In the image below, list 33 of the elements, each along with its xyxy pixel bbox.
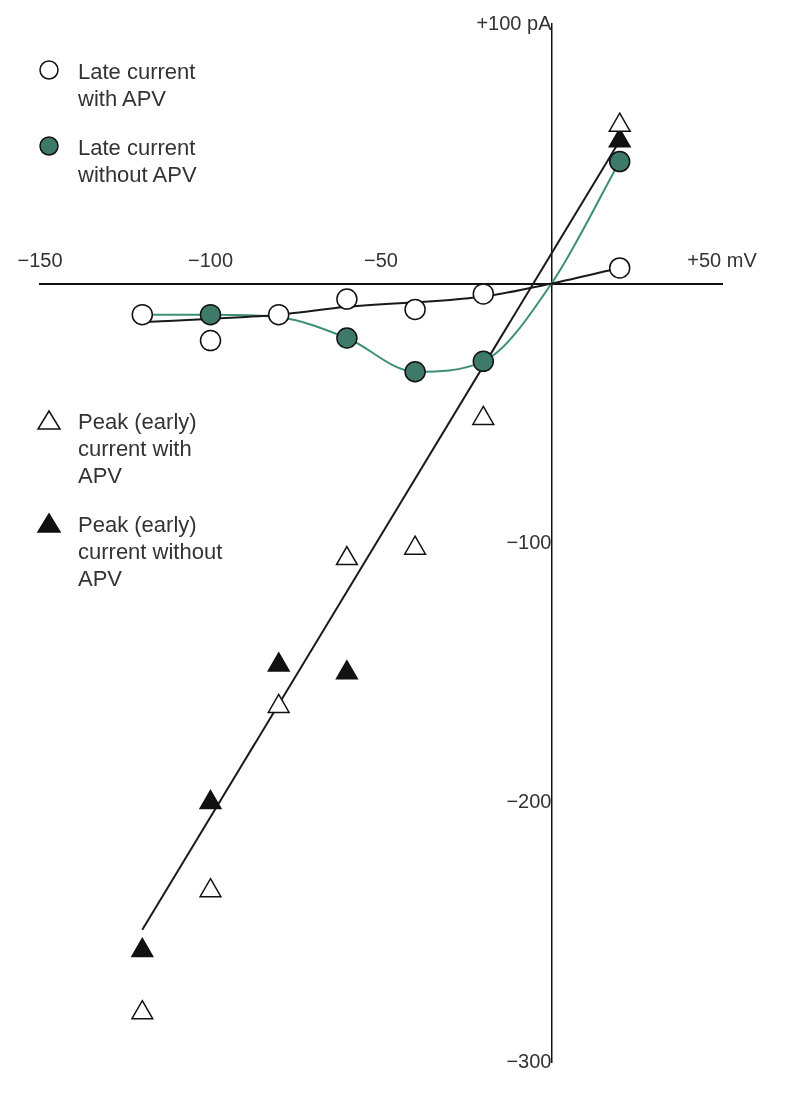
point [336,327,358,349]
point [608,257,631,279]
point [336,288,358,310]
legend-label: Late current with APV [78,58,197,112]
point [199,329,222,352]
point [403,535,427,555]
legend-label: Late current without APV [78,134,198,188]
point [131,303,154,326]
x-tick-label: −150 [17,249,63,272]
point [404,360,426,383]
point [267,652,290,672]
point [267,693,290,714]
point [335,545,359,566]
point [199,303,222,326]
point [199,877,222,898]
point [131,937,154,958]
point [608,150,631,173]
point [404,298,426,321]
point [131,999,154,1020]
x-tick-label: −100 [187,249,234,272]
y-tick-label: −200 [506,790,552,813]
point [472,283,495,305]
point [199,789,222,810]
y-tick-label: −100 [506,530,552,553]
legend-label: Peak (early) current without APV [78,511,224,592]
point [335,660,359,680]
x-tick-label: +50 mV [687,249,758,272]
y-tick-label: +100 pA [476,11,553,34]
x-tick-label: −50 [364,249,398,272]
y-tick-label: −300 [506,1049,552,1072]
legend-label: Peak (early) current with APV [78,408,198,489]
point [267,303,290,326]
point [472,350,495,373]
